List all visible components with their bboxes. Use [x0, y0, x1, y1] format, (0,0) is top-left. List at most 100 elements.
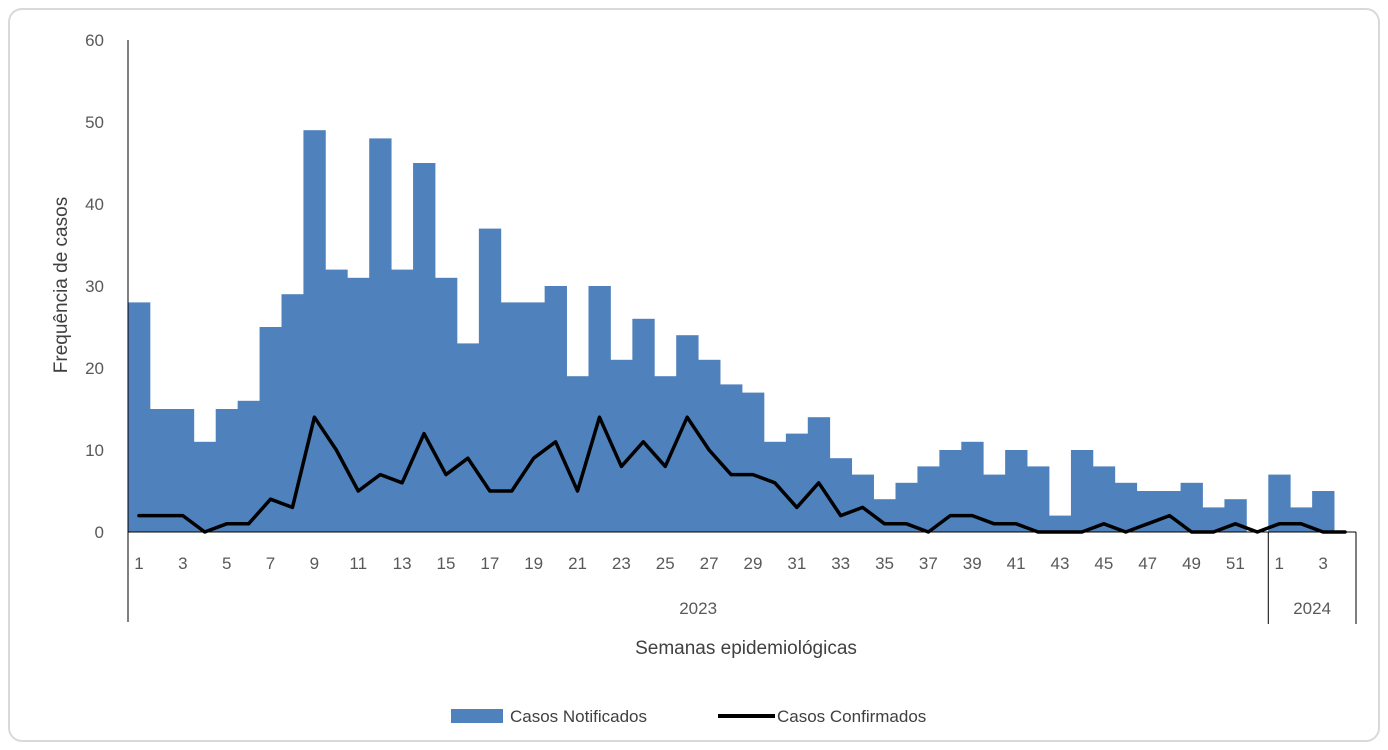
bar-2023-4 — [193, 441, 217, 532]
bar-2023-39 — [961, 441, 984, 532]
x-tick-label: 37 — [919, 554, 938, 573]
bar-2023-21 — [566, 376, 589, 532]
x-tick-label: 23 — [612, 554, 631, 573]
bar-2023-33 — [829, 458, 853, 532]
x-tick-label: 47 — [1138, 554, 1157, 573]
bar-2024-1 — [1268, 474, 1291, 532]
legend: Casos Notificados Casos Confirmados — [451, 707, 926, 726]
x-tick-label: 21 — [568, 554, 587, 573]
bar-2023-2 — [149, 409, 173, 532]
x-tick-label: 39 — [963, 554, 982, 573]
bar-2023-1 — [128, 302, 151, 532]
line-series-confirmados — [137, 415, 1347, 534]
bar-2023-9 — [303, 130, 326, 532]
bar-2023-50 — [1202, 507, 1225, 532]
bar-2023-49 — [1180, 482, 1203, 532]
x-tick-label: 3 — [1318, 554, 1327, 573]
bar-2023-11 — [347, 277, 370, 532]
bar-2023-6 — [237, 400, 260, 532]
x-tick-label: 9 — [310, 554, 319, 573]
bar-2023-17 — [478, 228, 502, 532]
x-tick-label: 33 — [831, 554, 850, 573]
bar-2023-30 — [763, 441, 787, 532]
y-tick-label: 0 — [95, 523, 104, 542]
bar-2023-25 — [654, 376, 677, 532]
bar-2023-16 — [456, 343, 480, 532]
bar-2023-13 — [391, 269, 414, 532]
bar-2023-27 — [698, 359, 721, 532]
bar-2023-15 — [435, 277, 458, 532]
bar-2023-35 — [873, 499, 896, 532]
x-tick-label: 41 — [1007, 554, 1026, 573]
bar-2023-12 — [369, 138, 392, 532]
x-tick-label: 5 — [222, 554, 231, 573]
bar-2023-32 — [807, 417, 831, 532]
line-layer — [137, 415, 1347, 534]
bar-2024-3 — [1312, 491, 1335, 532]
x-tick-label: 1 — [134, 554, 143, 573]
bar-2023-40 — [983, 474, 1006, 532]
x-tick-label: 29 — [744, 554, 763, 573]
x-tick-label: 31 — [787, 554, 806, 573]
y-tick-label: 10 — [85, 441, 104, 460]
bar-2023-7 — [259, 327, 282, 532]
y-tick-label: 30 — [85, 277, 104, 296]
bar-2023-3 — [171, 409, 195, 532]
x-tick-label: 3 — [178, 554, 187, 573]
bar-2023-41 — [1005, 450, 1028, 532]
x-axis-title: Semanas epidemiológicas — [635, 638, 857, 659]
x-tick-label: 1 — [1275, 554, 1284, 573]
x-tick-label: 15 — [437, 554, 456, 573]
legend-label-notificados: Casos Notificados — [510, 707, 647, 726]
bar-2023-34 — [851, 474, 874, 532]
bar-2023-48 — [1158, 491, 1181, 532]
x-tick-labels: 1 3 5 7 9 11 13 15 17 19 21 23 25 27 29 31 33 35 37 39 41 43 4… — [134, 554, 1328, 573]
bar-2023-45 — [1092, 466, 1116, 532]
x-tick-label: 45 — [1094, 554, 1113, 573]
y-tick-label: 40 — [85, 195, 104, 214]
bar-2023-36 — [895, 482, 918, 532]
bar-2023-38 — [939, 450, 962, 532]
bar-2023-14 — [413, 163, 436, 532]
y-tick-label: 50 — [85, 113, 104, 132]
bar-2023-8 — [281, 294, 304, 532]
bar-2023-44 — [1070, 450, 1094, 532]
bar-2023-23 — [610, 359, 633, 532]
bar-2023-29 — [742, 392, 765, 532]
legend-label-confirmados: Casos Confirmados — [777, 707, 926, 726]
x-tick-label: 51 — [1226, 554, 1245, 573]
x-tick-label: 43 — [1051, 554, 1070, 573]
y-axis-title: Frequência de casos — [51, 197, 72, 373]
x-tick-label: 35 — [875, 554, 894, 573]
bar-2023-26 — [676, 335, 699, 532]
bar-2023-20 — [544, 286, 567, 532]
bar-2023-43 — [1049, 515, 1072, 532]
y-tick-labels: 0 10 20 30 40 50 60 — [85, 31, 104, 542]
bar-2023-24 — [632, 318, 655, 532]
bar-2023-18 — [500, 302, 524, 532]
y-tick-label: 20 — [85, 359, 104, 378]
bar-2023-46 — [1114, 482, 1138, 532]
x-tick-label: 49 — [1182, 554, 1201, 573]
bar-2023-5 — [215, 409, 239, 532]
bar-2023-42 — [1027, 466, 1050, 532]
x-tick-label: 27 — [700, 554, 719, 573]
bar-2023-22 — [588, 286, 611, 532]
bar-2023-37 — [917, 466, 940, 532]
x-tick-label: 7 — [266, 554, 275, 573]
x-tick-label: 13 — [393, 554, 412, 573]
x-tick-label: 11 — [349, 554, 367, 573]
bars-layer — [128, 130, 1335, 532]
bar-2023-28 — [720, 384, 743, 532]
year-label: 2023 — [679, 599, 717, 618]
y-tick-label: 60 — [85, 31, 104, 50]
year-label: 2024 — [1293, 599, 1331, 618]
x-tick-label: 19 — [524, 554, 543, 573]
bar-2023-10 — [325, 269, 348, 532]
bar-2023-19 — [522, 302, 546, 532]
legend-swatch-notificados — [451, 709, 503, 723]
axes-layer — [127, 40, 1356, 622]
x-tick-label: 17 — [480, 554, 499, 573]
year-group-labels: 2023 2024 — [679, 532, 1357, 624]
